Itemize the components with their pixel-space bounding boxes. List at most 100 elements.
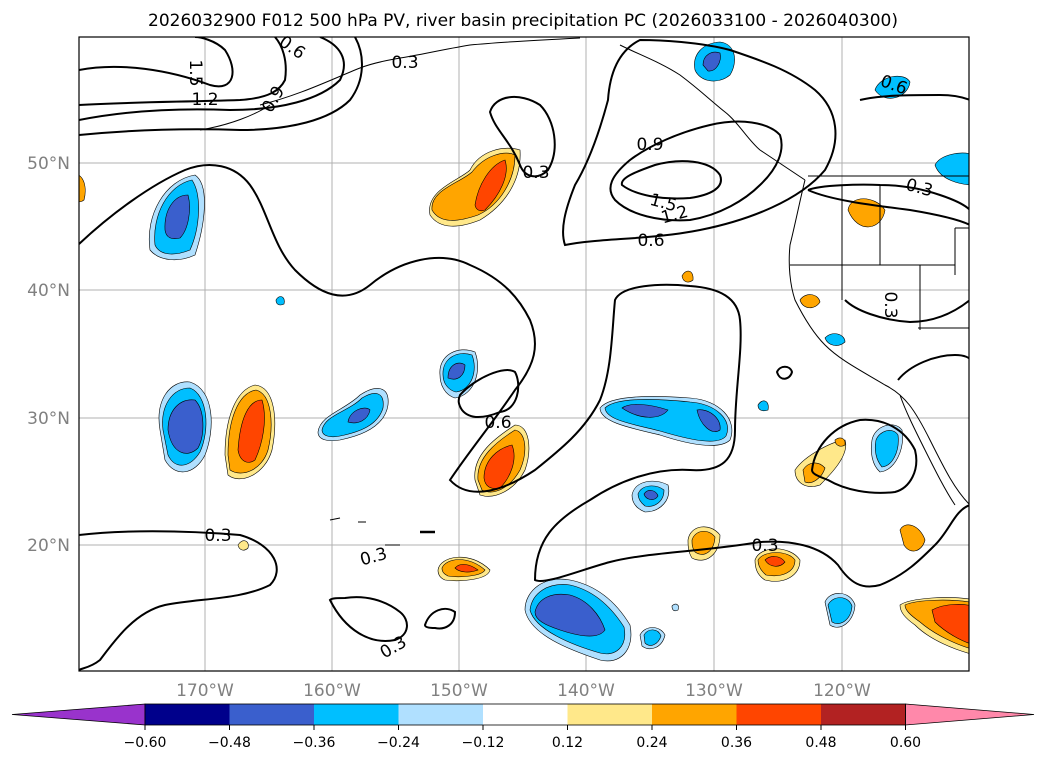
lat-labels: 50°N 40°N 30°N 20°N bbox=[27, 154, 70, 556]
precip-blobs bbox=[79, 41, 969, 662]
lon-label: 140°W bbox=[557, 681, 615, 701]
lon-label: 170°W bbox=[176, 681, 234, 701]
colorbar-segment bbox=[736, 704, 821, 725]
contour-line bbox=[810, 418, 918, 494]
coastline-alaska bbox=[259, 37, 581, 106]
contour-line bbox=[423, 607, 457, 630]
precip-blob-negative bbox=[874, 75, 911, 99]
coastline-aleutians bbox=[199, 104, 271, 131]
precip-blob-positive bbox=[681, 270, 694, 283]
lon-labels: 170°W 160°W 150°W 140°W 130°W 120°W bbox=[176, 681, 871, 701]
precip-blob-negative bbox=[524, 578, 632, 662]
precip-blob-negative bbox=[158, 381, 212, 473]
contour-line bbox=[620, 160, 722, 200]
precip-blob-positive bbox=[237, 540, 249, 551]
contour-line bbox=[79, 37, 345, 121]
coastline-baja bbox=[899, 394, 956, 506]
precip-blob-negative bbox=[702, 51, 721, 72]
pv-contours bbox=[79, 37, 969, 671]
precip-blob-negative bbox=[631, 480, 670, 513]
contour-label: 0.9 bbox=[636, 135, 663, 155]
coastline-us-west bbox=[788, 179, 969, 505]
contour-label: 0.3 bbox=[522, 163, 549, 183]
grid-lines bbox=[79, 37, 969, 671]
colorbar-tick-label: 0.24 bbox=[636, 735, 667, 751]
hawaii-island bbox=[329, 517, 341, 521]
precip-blob-positive bbox=[429, 147, 521, 227]
contour-label: 0.3 bbox=[904, 175, 935, 201]
contour-line bbox=[457, 369, 520, 418]
contour-label: 0.3 bbox=[204, 526, 231, 546]
lon-label: 160°W bbox=[303, 681, 361, 701]
colorbar-frame bbox=[144, 703, 906, 726]
contour-label: 1.2 bbox=[191, 90, 218, 110]
lat-label: 20°N bbox=[27, 536, 70, 556]
colorbar-extend-low bbox=[11, 703, 146, 726]
border-us-states bbox=[790, 185, 969, 330]
map-title: 2026032900 F012 500 hPa PV, river basin … bbox=[148, 11, 898, 31]
colorbar-tick-label: 0.12 bbox=[552, 735, 583, 751]
colorbar-tick-label: 0.36 bbox=[721, 735, 752, 751]
precip-blob-positive bbox=[899, 597, 969, 654]
contour-line bbox=[844, 299, 969, 324]
precip-blob-negative bbox=[439, 349, 478, 399]
precip-blob-negative bbox=[599, 396, 733, 446]
contour-line bbox=[562, 38, 837, 247]
contour-labels: 0.6 1.5 1.2 0.9 0.3 0.9 1.5 1.2 0.6 0.3 … bbox=[185, 32, 935, 663]
contour-line bbox=[897, 353, 969, 381]
precip-blob-negative bbox=[275, 296, 285, 306]
contour-line bbox=[488, 95, 556, 178]
precip-blob-positive bbox=[224, 384, 276, 480]
contour-label: 0.6 bbox=[484, 413, 511, 433]
coastline-bc bbox=[619, 44, 806, 181]
colorbar-extend-high bbox=[905, 703, 1035, 726]
contour-label: 0.3 bbox=[880, 291, 900, 318]
contour-line bbox=[79, 37, 363, 136]
precip-blob-positive bbox=[799, 294, 821, 309]
contour-line bbox=[807, 183, 969, 211]
contour-line bbox=[79, 37, 234, 88]
colorbar-segment bbox=[821, 704, 906, 725]
lat-label: 50°N bbox=[27, 154, 70, 174]
precip-blob-negative bbox=[757, 400, 769, 412]
contour-label: 0.9 bbox=[258, 83, 289, 116]
contour-line bbox=[859, 93, 969, 101]
colorbar-segment bbox=[229, 704, 314, 725]
lon-label: 130°W bbox=[685, 681, 743, 701]
precip-blob-negative bbox=[148, 174, 205, 260]
contour-label: 0.3 bbox=[358, 544, 389, 570]
contour-line bbox=[79, 164, 969, 588]
lon-label: 120°W bbox=[813, 681, 871, 701]
contour-line bbox=[79, 37, 287, 106]
colorbar-segment bbox=[314, 704, 399, 725]
contour-label: 0.6 bbox=[637, 231, 664, 251]
precip-blob-positive bbox=[754, 548, 801, 582]
precip-blob-positive bbox=[474, 424, 530, 497]
contour-line bbox=[775, 365, 794, 380]
contour-label: 0.3 bbox=[751, 536, 778, 556]
coastlines bbox=[199, 37, 969, 546]
colorbar-tick-label: −0.48 bbox=[208, 735, 251, 751]
contour-line bbox=[807, 189, 969, 226]
precip-blob-positive bbox=[899, 524, 926, 552]
lon-label: 150°W bbox=[430, 681, 488, 701]
colorbar-segment bbox=[145, 704, 230, 725]
precip-blob-negative bbox=[827, 597, 853, 624]
map-frame bbox=[78, 36, 970, 672]
colorbar-tick-label: −0.36 bbox=[293, 735, 336, 751]
precip-blob-negative bbox=[317, 388, 389, 442]
lat-label: 30°N bbox=[27, 409, 70, 429]
precip-blob-positive bbox=[437, 556, 491, 581]
precip-blob-negative bbox=[870, 424, 903, 473]
colorbar-tick-label: 0.60 bbox=[890, 735, 921, 751]
colorbar-segment bbox=[567, 704, 652, 725]
contour-label: 1.5 bbox=[185, 59, 205, 86]
precip-blob-negative bbox=[824, 333, 846, 346]
colorbar-segment bbox=[483, 704, 568, 725]
contour-line bbox=[328, 596, 408, 642]
lat-label: 40°N bbox=[27, 281, 70, 301]
colorbar-tick-label: −0.60 bbox=[124, 735, 167, 751]
precip-blob-negative bbox=[671, 603, 679, 612]
colorbar-tick-label: −0.24 bbox=[377, 735, 420, 751]
